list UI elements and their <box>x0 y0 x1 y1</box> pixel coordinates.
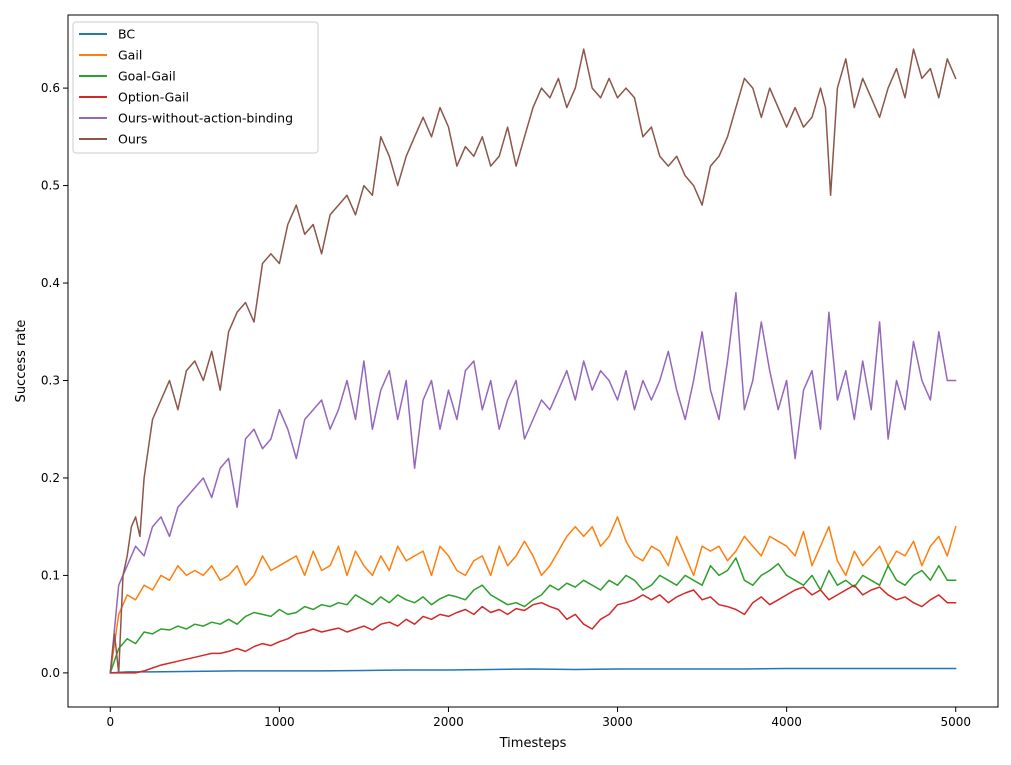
series-line-3 <box>109 584 957 674</box>
x-tick-label: 0 <box>106 715 114 729</box>
series-line-4 <box>109 292 957 674</box>
legend-label: Ours-without-action-binding <box>118 111 293 126</box>
legend-label: Goal-Gail <box>118 69 176 84</box>
plot-frame <box>67 14 999 708</box>
y-tick-label: 0.3 <box>41 373 60 387</box>
legend: BC Gail Goal-Gail Option-Gail Ours-without-a… <box>72 21 319 154</box>
legend-label: Ours <box>118 132 147 147</box>
series-layer <box>109 48 957 674</box>
x-tick-label: 2000 <box>433 715 464 729</box>
y-tick-label: 0.5 <box>41 179 60 193</box>
y-tick-label: 0.1 <box>41 568 60 582</box>
series-line-0 <box>109 667 957 674</box>
legend-label: BC <box>118 27 135 42</box>
series-line-5 <box>109 48 957 674</box>
x-tick-label: 1000 <box>264 715 295 729</box>
y-axis-ticks: 0.0 0.1 0.2 0.3 0.4 0.5 0.6 <box>41 81 68 680</box>
legend-label: Option-Gail <box>118 90 189 105</box>
x-tick-label: 5000 <box>940 715 971 729</box>
y-tick-label: 0.4 <box>41 276 60 290</box>
series-line-1 <box>109 516 957 674</box>
x-axis-ticks: 0 1000 2000 3000 4000 5000 <box>106 707 971 729</box>
y-axis-label: Success rate <box>14 320 29 403</box>
x-tick-label: 4000 <box>771 715 802 729</box>
legend-label: Gail <box>118 48 142 63</box>
x-axis-label: Timesteps <box>499 736 567 751</box>
series-line-2 <box>109 557 957 674</box>
y-tick-label: 0.6 <box>41 81 60 95</box>
y-tick-label: 0.2 <box>41 471 60 485</box>
y-tick-label: 0.0 <box>41 666 60 680</box>
legend-box <box>72 21 319 154</box>
x-tick-label: 3000 <box>602 715 633 729</box>
